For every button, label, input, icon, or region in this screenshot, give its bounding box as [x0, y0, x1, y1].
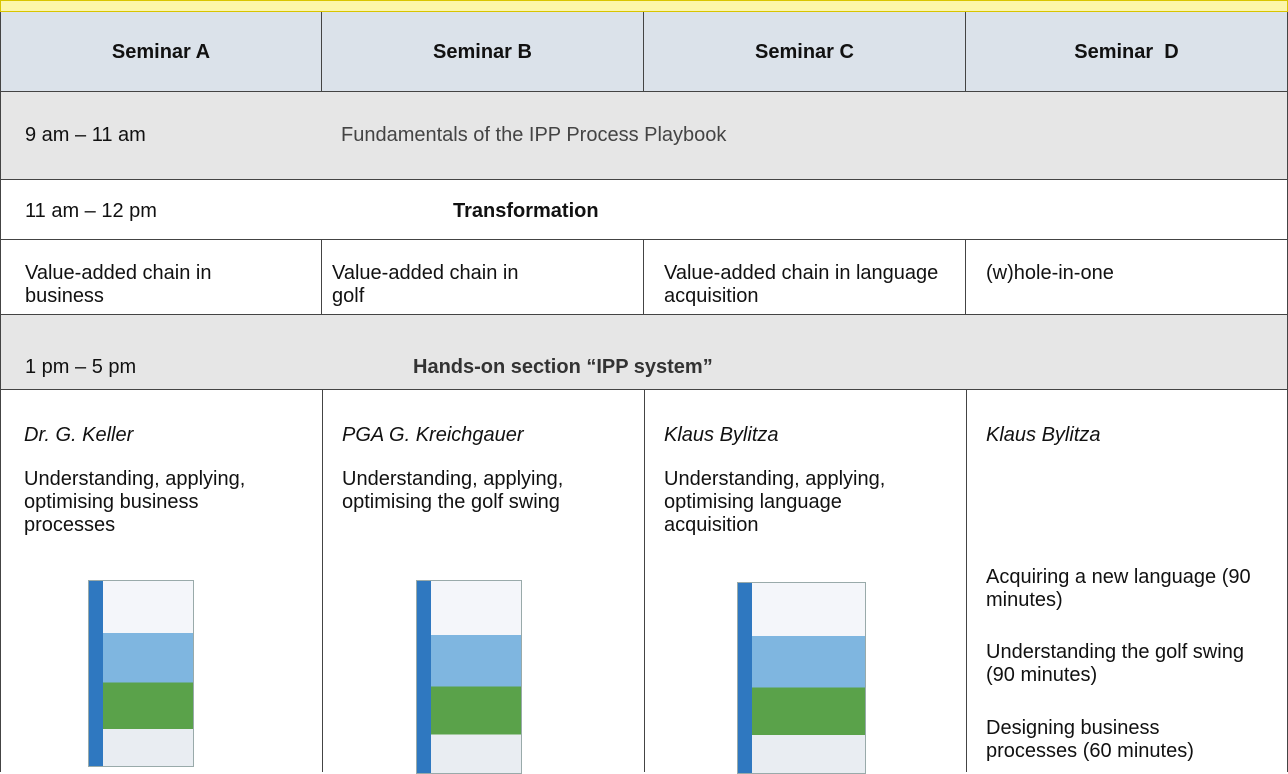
book-cover: [88, 580, 194, 767]
column-divider: [966, 390, 967, 772]
session-row: 1 pm – 5 pm Hands-on section “IPP system…: [0, 315, 1288, 390]
cover-band: [89, 581, 103, 766]
speaker: Dr. G. Keller: [24, 424, 134, 446]
book-cover: [737, 582, 866, 774]
topic: Understanding, applying, optimising lang…: [664, 468, 886, 536]
column-divider: [644, 390, 645, 772]
chain-cell: Value-added chain in golf: [322, 240, 644, 315]
session-time: 11 am – 12 pm: [25, 200, 157, 222]
speaker: PGA G. Kreichgauer: [342, 424, 524, 446]
speaker: Klaus Bylitza: [664, 424, 779, 446]
session-title: Fundamentals of the IPP Process Playbook: [341, 124, 727, 146]
session-title: Transformation: [453, 200, 599, 222]
chain-cell: Value-added chain in language acquisitio…: [644, 240, 966, 315]
session-title: Hands-on section “IPP system”: [413, 356, 713, 378]
session-time: 1 pm – 5 pm: [25, 356, 137, 378]
topic: Understanding, applying, optimising busi…: [24, 468, 246, 536]
chain-text: (w)hole-in-one: [986, 262, 1114, 284]
top-strip: [0, 0, 1288, 12]
speaker: Klaus Bylitza: [986, 424, 1101, 446]
session-row: 11 am – 12 pm Transformation: [0, 180, 1288, 240]
topic: Designing business processes (60 minutes…: [986, 717, 1194, 762]
header-cell: Seminar A: [0, 12, 322, 92]
book-cover: [416, 580, 522, 774]
topic: Understanding the golf swing (90 minutes…: [986, 641, 1244, 686]
cover-band: [738, 583, 752, 773]
session-time: 9 am – 11 am: [25, 124, 146, 146]
column-divider: [322, 390, 323, 772]
chain-cell: (w)hole-in-one: [966, 240, 1288, 315]
cover-band: [417, 581, 431, 773]
topic: Understanding, applying, optimising the …: [342, 468, 564, 513]
header-cell: Seminar B: [322, 12, 644, 92]
chain-text: Value-added chain in language acquisitio…: [664, 262, 939, 307]
chain-text: Value-added chain in golf: [332, 262, 519, 307]
header-cell: Seminar D: [966, 12, 1288, 92]
chain-text: Value-added chain in business: [25, 262, 212, 307]
chain-cell: Value-added chain in business: [0, 240, 322, 315]
topic: Acquiring a new language (90 minutes): [986, 566, 1251, 611]
session-row: 9 am – 11 am Fundamentals of the IPP Pro…: [0, 92, 1288, 180]
header-cell: Seminar C: [644, 12, 966, 92]
